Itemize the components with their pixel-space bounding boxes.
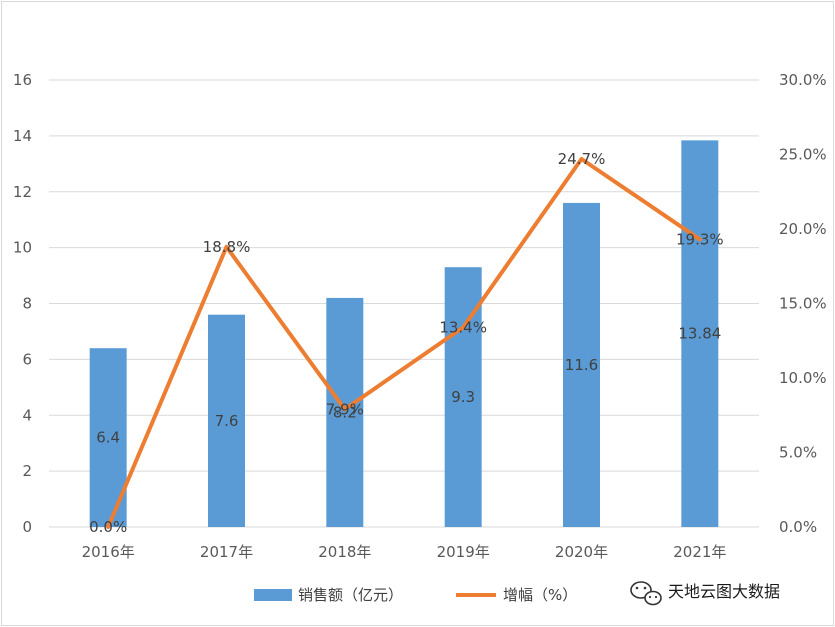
bar-value-label: 8.2: [333, 403, 357, 421]
left-tick-label: 4: [22, 406, 32, 424]
bar: [563, 202, 600, 528]
bar-value-label: 11.6: [565, 356, 598, 374]
right-tick-label: 25.0%: [779, 146, 827, 164]
growth-line: [106, 156, 702, 529]
left-tick-label: 10: [13, 239, 32, 257]
bar: [326, 297, 364, 527]
bar-value-label: 6.4: [96, 429, 120, 447]
x-tick-label: 2019年: [437, 543, 490, 561]
line-value-label: 13.4%: [439, 318, 487, 336]
left-tick-label: 0: [22, 518, 32, 536]
bar-series: [89, 140, 719, 528]
left-tick-label: 2: [22, 462, 32, 480]
gridlines: [49, 79, 759, 528]
line-series: [106, 156, 702, 529]
right-tick-label: 5.0%: [779, 444, 817, 462]
bar: [208, 314, 245, 527]
line-value-label: 18.8%: [203, 238, 251, 256]
legend-line-label: 增幅（%）: [503, 586, 577, 604]
bar-data-labels: 6.4 7.6 8.2 9.3 11.6 13.84: [96, 325, 721, 447]
right-tick-label: 20.0%: [779, 220, 827, 238]
x-tick-label: 2016年: [82, 543, 135, 561]
bar-value-label: 7.6: [215, 412, 239, 430]
line-data-labels: 0.0% 18.8% 7.9% 13.4% 24.7% 19.3%: [89, 150, 724, 536]
x-tick-label: 2020年: [555, 543, 608, 561]
line-value-label: 24.7%: [558, 150, 606, 168]
left-tick-label: 6: [22, 350, 32, 368]
left-axis-ticks: 0 2 4 6 8 10 12 14 16: [13, 71, 32, 536]
line-value-label: 19.3%: [676, 230, 724, 248]
legend-bar-label: 销售额（亿元）: [298, 586, 403, 604]
right-axis-ticks: 0.0% 5.0% 10.0% 15.0% 20.0% 25.0% 30.0%: [779, 71, 827, 536]
left-tick-label: 8: [22, 295, 32, 313]
left-tick-label: 16: [13, 71, 32, 89]
watermark: 天地云图大数据: [630, 581, 780, 606]
x-tick-label: 2021年: [673, 543, 726, 561]
right-tick-label: 10.0%: [779, 369, 827, 387]
right-tick-label: 15.0%: [779, 295, 827, 313]
right-tick-label: 0.0%: [779, 518, 817, 536]
right-tick-label: 30.0%: [779, 71, 827, 89]
watermark-text: 天地云图大数据: [668, 582, 780, 601]
x-tick-label: 2017年: [200, 543, 253, 561]
line-value-label: 7.9%: [326, 400, 364, 418]
bar-value-label: 9.3: [451, 388, 475, 406]
left-tick-label: 12: [13, 183, 32, 201]
x-axis-ticks: 2016年 2017年 2018年 2019年 2020年 2021年: [82, 543, 727, 561]
x-tick-label: 2018年: [318, 543, 371, 561]
legend-bar-swatch: [254, 589, 292, 601]
line-value-label: 0.0%: [89, 518, 127, 536]
wechat-icon: [630, 581, 662, 606]
legend: 销售额（亿元） 增幅（%）: [254, 586, 577, 604]
left-tick-label: 14: [13, 127, 32, 145]
bar-value-label: 13.84: [678, 325, 721, 343]
bar: [681, 140, 719, 527]
